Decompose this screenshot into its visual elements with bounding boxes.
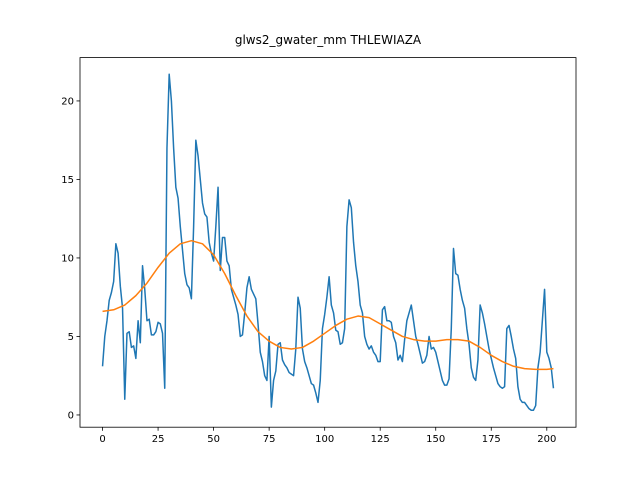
x-tick-label: 125 <box>371 434 390 445</box>
y-tick-label: 10 <box>61 253 74 264</box>
x-tick-label: 75 <box>263 434 276 445</box>
data-line <box>102 239 554 371</box>
y-tick-label: 5 <box>68 332 74 343</box>
x-tick-label: 175 <box>482 434 501 445</box>
y-tick-label: 0 <box>68 410 74 421</box>
x-tick-label: 200 <box>537 434 556 445</box>
x-tick-label: 50 <box>207 434 220 445</box>
y-tick-label: 20 <box>61 96 74 107</box>
plot-frame <box>79 57 577 428</box>
x-tick-label: 150 <box>426 434 445 445</box>
data-line <box>101 73 555 411</box>
x-tick-label: 25 <box>152 434 165 445</box>
x-tick-label: 100 <box>315 434 334 445</box>
x-tick-label: 0 <box>99 434 105 445</box>
chart-title: glws2_gwater_mm THLEWIAZA <box>235 33 422 47</box>
y-tick-label: 15 <box>61 175 74 186</box>
